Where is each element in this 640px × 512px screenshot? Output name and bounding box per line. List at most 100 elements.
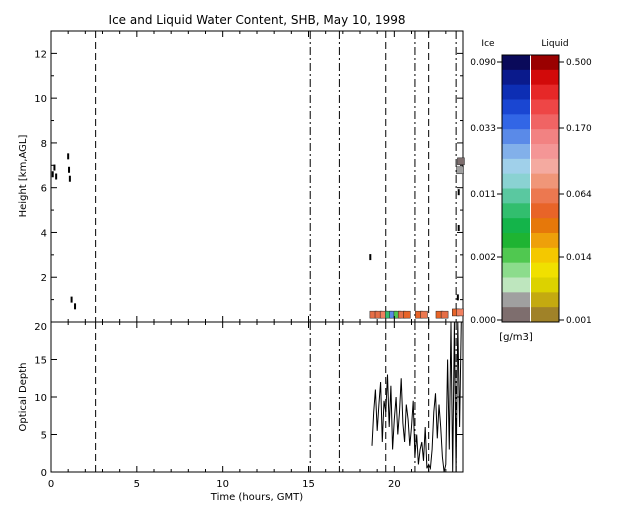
cloud-speck <box>457 224 460 231</box>
ice-color-cell <box>502 69 530 86</box>
ice-color-cell <box>502 144 530 160</box>
cloud-speck <box>74 303 77 310</box>
top-event-lines <box>95 31 457 322</box>
top-y-ticks: 2 4 6 8 10 12 <box>34 49 463 301</box>
bottom-x-tick-label: 5 <box>134 479 140 490</box>
top-y-tick-label: 4 <box>41 228 47 239</box>
cloud-speck <box>51 171 54 178</box>
liquid-color-cell <box>531 218 559 234</box>
liquid-color-cell <box>531 84 559 100</box>
cloud-cell <box>440 310 449 319</box>
top-y-tick-label: 12 <box>34 49 47 60</box>
color-legend: Ice Liquid 0.090 0.033 0.011 0.002 0.000 0.5… <box>470 39 592 343</box>
ice-color-cell <box>502 158 530 175</box>
bottom-y-tick-label: 10 <box>34 393 47 404</box>
top-y-tick-label: 10 <box>34 94 47 105</box>
cloud-cell <box>456 166 464 175</box>
cloud-cell <box>420 310 428 319</box>
bottom-y-tick-label: 5 <box>41 431 47 442</box>
ice-color-cell <box>502 188 530 204</box>
bottom-y-ticks: 0 5 10 15 20 <box>34 321 463 479</box>
bottom-x-axis-label: Time (hours, GMT) <box>210 492 304 503</box>
top-y-tick-label: 2 <box>41 273 47 284</box>
liquid-color-cell <box>531 99 559 115</box>
top-y-tick-label: 6 <box>41 184 47 195</box>
bottom-x-tick-label: 0 <box>48 479 54 490</box>
ice-color-cell <box>502 292 530 308</box>
bottom-y-axis-label: Optical Depth <box>18 363 29 432</box>
top-plot-frame <box>50 30 464 323</box>
bottom-plot-frame <box>50 321 464 473</box>
cloud-speck <box>456 294 459 301</box>
ice-tick-label: 0.000 <box>470 316 496 326</box>
liquid-color-cell <box>531 203 559 219</box>
legend-unit-label: [g/m3] <box>499 332 533 343</box>
cloud-cell <box>403 310 411 319</box>
ice-tick-label: 0.033 <box>470 124 496 134</box>
top-y-tick-label: 8 <box>41 139 47 150</box>
liquid-tick-labels: 0.500 0.170 0.064 0.014 0.001 <box>559 58 592 326</box>
bottom-y-tick-label: 0 <box>41 468 47 479</box>
liquid-tick-label: 0.001 <box>566 316 592 326</box>
cloud-speck <box>67 153 70 160</box>
bottom-y-tick-label: 20 <box>34 322 47 333</box>
liquid-color-cell <box>531 292 559 308</box>
liquid-color-cell <box>531 247 559 264</box>
cloud-speck <box>369 254 372 261</box>
ice-tick-label: 0.090 <box>470 58 496 68</box>
cloud-cell <box>457 157 465 166</box>
bottom-x-ticks: 0 5 10 15 20 <box>48 322 447 490</box>
ice-colorbar <box>502 55 530 323</box>
liquid-color-cell <box>531 144 559 160</box>
optical-depth-series-line <box>371 321 462 473</box>
cloud-speck <box>68 166 71 173</box>
liquid-color-cell <box>531 69 559 86</box>
colorbar-frame <box>501 54 560 323</box>
bottom-x-tick-label: 10 <box>216 479 229 490</box>
bottom-y-tick-label: 15 <box>34 356 47 367</box>
water-content-panel: 2 4 6 8 10 12 Height [km,AGL] <box>18 30 465 323</box>
ice-color-cell <box>502 99 530 115</box>
ice-tick-label: 0.002 <box>470 253 496 263</box>
legend-ice-label: Ice <box>481 39 495 49</box>
chart-title: Ice and Liquid Water Content, SHB, May 1… <box>109 13 406 27</box>
ice-color-cell <box>502 203 530 219</box>
cloud-speck <box>53 164 56 171</box>
cloud-cell <box>456 308 464 317</box>
ice-tick-label: 0.011 <box>470 190 496 200</box>
cloud-speck <box>68 175 71 182</box>
ice-color-cell <box>502 173 530 189</box>
liquid-color-cell <box>531 233 559 249</box>
ice-tick-labels: 0.090 0.033 0.011 0.002 0.000 <box>470 58 502 326</box>
cloud-speck <box>70 296 73 303</box>
liquid-tick-label: 0.064 <box>566 190 592 200</box>
liquid-color-cell <box>531 307 559 323</box>
optical-depth-panel: 0 5 10 15 20 0 5 10 15 20 Optical Depth Time (ho… <box>18 321 464 503</box>
liquid-tick-label: 0.500 <box>566 58 592 68</box>
cloud-speck <box>55 173 58 180</box>
ice-color-cell <box>502 247 530 264</box>
liquid-color-cell <box>531 129 559 145</box>
ice-color-cell <box>502 233 530 249</box>
cloud-speck <box>457 189 460 196</box>
legend-liquid-label: Liquid <box>541 39 568 49</box>
liquid-colorbar <box>501 54 560 323</box>
liquid-color-cell <box>531 262 559 278</box>
top-x-ticks <box>50 31 447 322</box>
cloud-cells <box>369 157 465 319</box>
ice-color-cell <box>502 307 530 323</box>
cloud-specks <box>51 153 460 310</box>
top-y-axis-label: Height [km,AGL] <box>18 135 29 218</box>
ice-color-cell <box>502 277 530 293</box>
ice-color-cell <box>502 218 530 234</box>
liquid-color-cell <box>531 55 559 71</box>
ice-color-cell <box>502 114 530 130</box>
ice-color-cell <box>502 55 530 71</box>
liquid-tick-label: 0.170 <box>566 124 592 134</box>
bottom-x-tick-label: 20 <box>388 479 401 490</box>
liquid-color-cell <box>531 173 559 189</box>
liquid-color-cell <box>531 188 559 204</box>
ice-color-cell <box>502 84 530 100</box>
ice-color-cell <box>502 129 530 145</box>
